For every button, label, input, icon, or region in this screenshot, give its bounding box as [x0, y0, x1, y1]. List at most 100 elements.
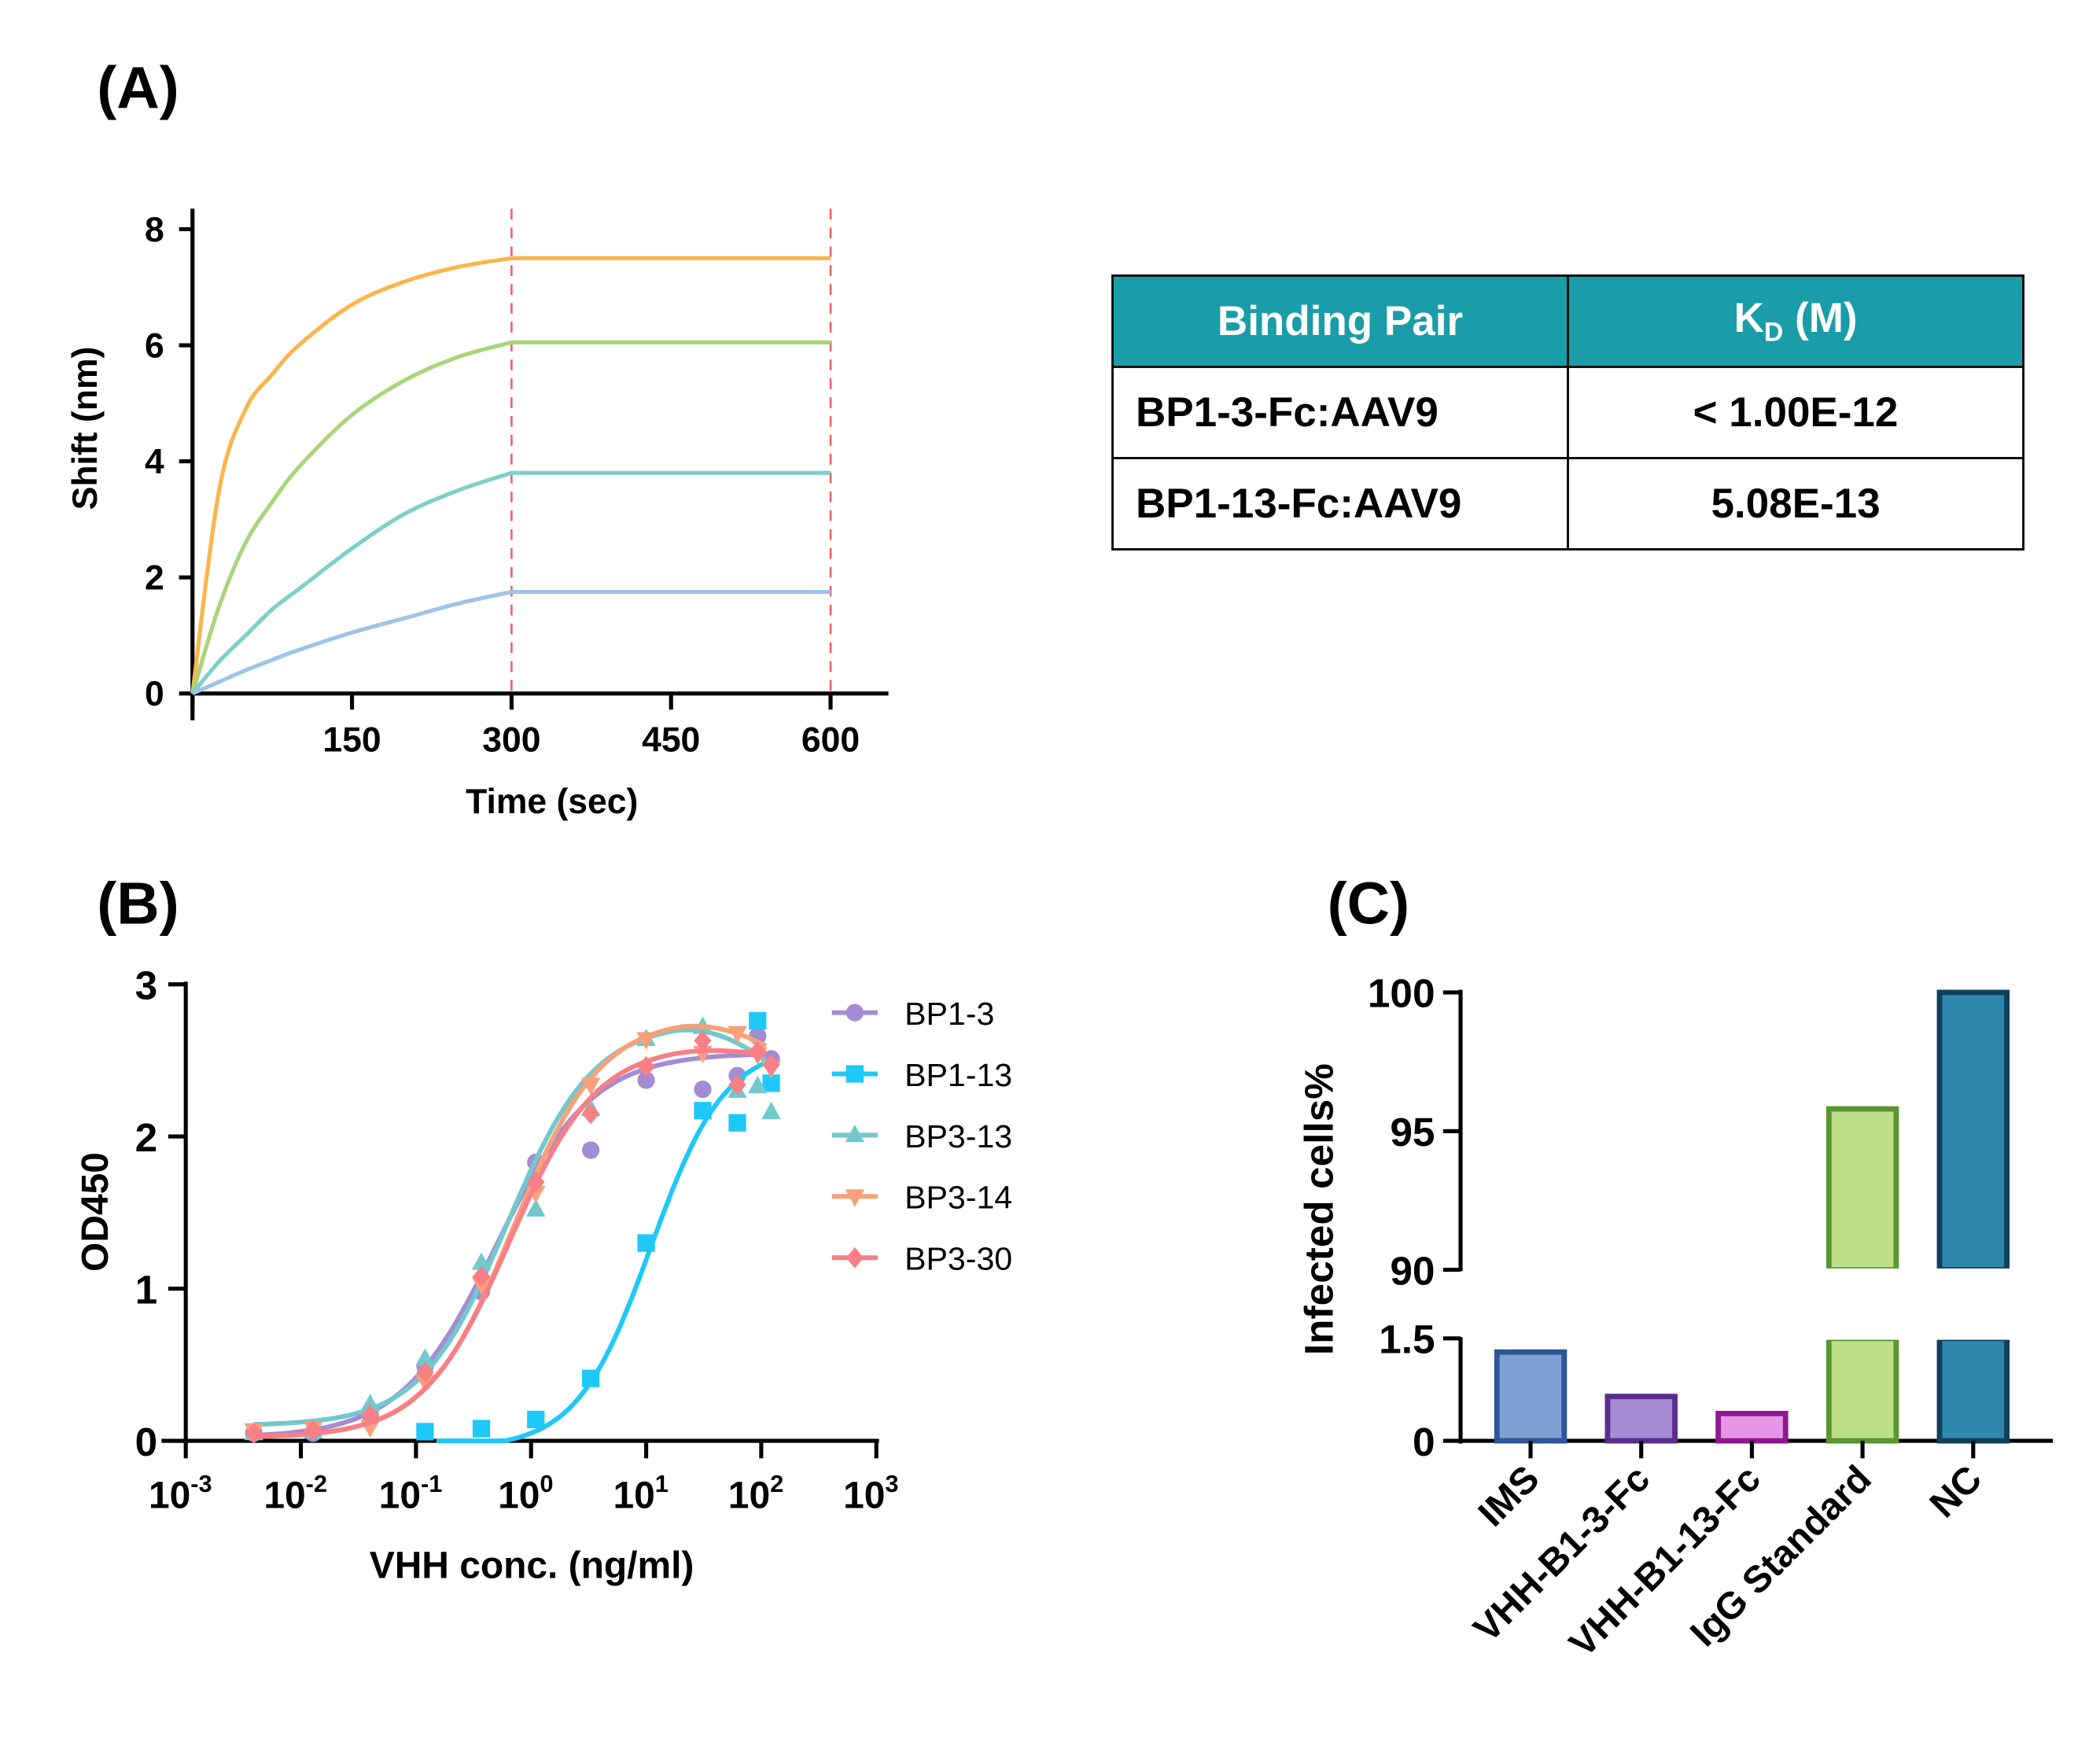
data-point: [416, 1423, 434, 1441]
sensorgram-line: [190, 340, 831, 694]
y-axis-label: Shift (nm): [66, 347, 105, 510]
infection-bar-chart: Infected cells% 909510001.5IMSVHH-B1-3-F…: [1296, 971, 2054, 1665]
panel-label-a: (A): [97, 54, 179, 120]
kd-subscript: D: [1763, 317, 1784, 348]
y-tick-label: 2: [135, 1115, 158, 1160]
x-tick-label: 10-1: [379, 1470, 443, 1517]
data-point: [846, 1247, 864, 1269]
bar: [1715, 1410, 1789, 1444]
data-point: [304, 1420, 322, 1441]
y-tick-label: 4: [145, 443, 164, 481]
header-binding-pair: Binding Pair: [1111, 274, 1569, 368]
y-tick-label: 100: [1368, 971, 1435, 1016]
legend-label: BP3-30: [904, 1241, 1012, 1277]
data-point: [581, 1369, 600, 1387]
x-tick-label: 300: [482, 720, 540, 759]
y-tick-label: 0: [1413, 1420, 1435, 1464]
tick-exponent: 1: [655, 1470, 669, 1497]
y-tick-label: 1.5: [1379, 1317, 1435, 1362]
bar-lower-segment: [1936, 1335, 2010, 1444]
bar: [1604, 1394, 1678, 1444]
kd-cell: < 1.00E-12: [1567, 366, 2024, 459]
x-axis-label: Time (sec): [466, 783, 638, 821]
kinetics-chart: Time (sec) Shift (nm) 0 2 4 6 8 150 300 450 600: [66, 208, 889, 821]
data-point: [845, 1125, 865, 1143]
x-tick-label: 600: [801, 720, 860, 759]
y-tick-label: 90: [1390, 1248, 1435, 1293]
x-tick-label: 102: [728, 1470, 783, 1517]
y-axis-label: Infected cells%: [1296, 1063, 1341, 1355]
data-point: [415, 1348, 435, 1366]
sensorgram-line: [191, 590, 831, 696]
tick-exponent: -3: [190, 1470, 212, 1497]
legend-label: BP3-14: [904, 1180, 1012, 1216]
kd-table: Binding Pair KD (M) BP1-3-Fc:AAV9 < 1.00…: [1111, 274, 2024, 551]
legend-label: BP1-13: [904, 1057, 1012, 1093]
legend-label: BP1-3: [904, 996, 994, 1032]
tick-exponent: -2: [306, 1470, 327, 1497]
data-point: [245, 1423, 263, 1444]
panel-label-c: (C): [1328, 871, 1410, 937]
data-point: [728, 1114, 746, 1132]
tick-base: 10: [149, 1475, 190, 1517]
y-tick-label: 8: [145, 211, 164, 249]
data-point: [581, 1141, 600, 1159]
y-tick-label: 1: [135, 1267, 158, 1312]
header-kd: KD (M): [1567, 274, 2024, 368]
binding-pair-cell: BP1-13-Fc:AAV9: [1111, 457, 1569, 551]
tick-exponent: 2: [770, 1470, 783, 1497]
bar-break: [1825, 1268, 1901, 1274]
y-tick-label: 95: [1390, 1110, 1435, 1155]
data-point: [846, 1065, 864, 1083]
data-point: [416, 1361, 434, 1383]
data-point: [472, 1420, 491, 1438]
y-tick-label: 3: [135, 963, 158, 1007]
data-point: [846, 1004, 864, 1022]
tick-base: 10: [379, 1475, 421, 1517]
bar-break: [1935, 1268, 2011, 1274]
data-point: [637, 1234, 655, 1252]
data-point: [694, 1081, 712, 1099]
bar: [1494, 1349, 1568, 1444]
x-tick-label: 450: [642, 720, 700, 759]
x-tick-label: NC: [1922, 1458, 1990, 1526]
bar-upper-segment: [1826, 1106, 1899, 1273]
data-point: [636, 1032, 656, 1050]
data-point: [361, 1404, 379, 1426]
data-point: [845, 1189, 865, 1207]
fit-curve: [436, 1058, 772, 1444]
tick-base: 10: [263, 1475, 305, 1517]
y-tick-label: 0: [145, 675, 164, 713]
x-tick-label: 103: [843, 1470, 898, 1517]
data-point: [761, 1101, 781, 1120]
data-point: [472, 1265, 491, 1287]
data-point: [471, 1252, 492, 1270]
data-point: [360, 1394, 380, 1412]
table-row: BP1-3-Fc:AAV9 < 1.00E-12: [1111, 366, 2024, 459]
fit-curve: [253, 1027, 768, 1427]
data-point: [581, 1103, 600, 1125]
data-point: [728, 1026, 747, 1044]
bar-lower-segment: [1826, 1335, 1899, 1444]
data-point: [749, 1011, 767, 1030]
sensorgram-line: [190, 470, 831, 695]
x-tick-label: 150: [322, 720, 381, 759]
data-point: [527, 1410, 545, 1429]
bar-break: [1825, 1334, 1901, 1340]
table-header-row: Binding Pair KD (M): [1111, 274, 2024, 368]
x-tick-label: VHH-B1-13-Fc: [1561, 1458, 1768, 1665]
x-tick-label: 100: [498, 1470, 553, 1517]
data-point: [580, 1077, 601, 1096]
tick-exponent: 3: [885, 1470, 898, 1497]
data-point: [762, 1074, 780, 1092]
tick-exponent: -1: [421, 1470, 442, 1497]
data-point: [694, 1102, 712, 1120]
tick-base: 10: [728, 1475, 770, 1517]
fit-curve: [253, 1023, 768, 1439]
data-point: [748, 1075, 768, 1094]
data-point: [762, 1054, 780, 1076]
tick-base: 10: [843, 1475, 885, 1517]
legend-label: BP3-13: [904, 1118, 1012, 1155]
